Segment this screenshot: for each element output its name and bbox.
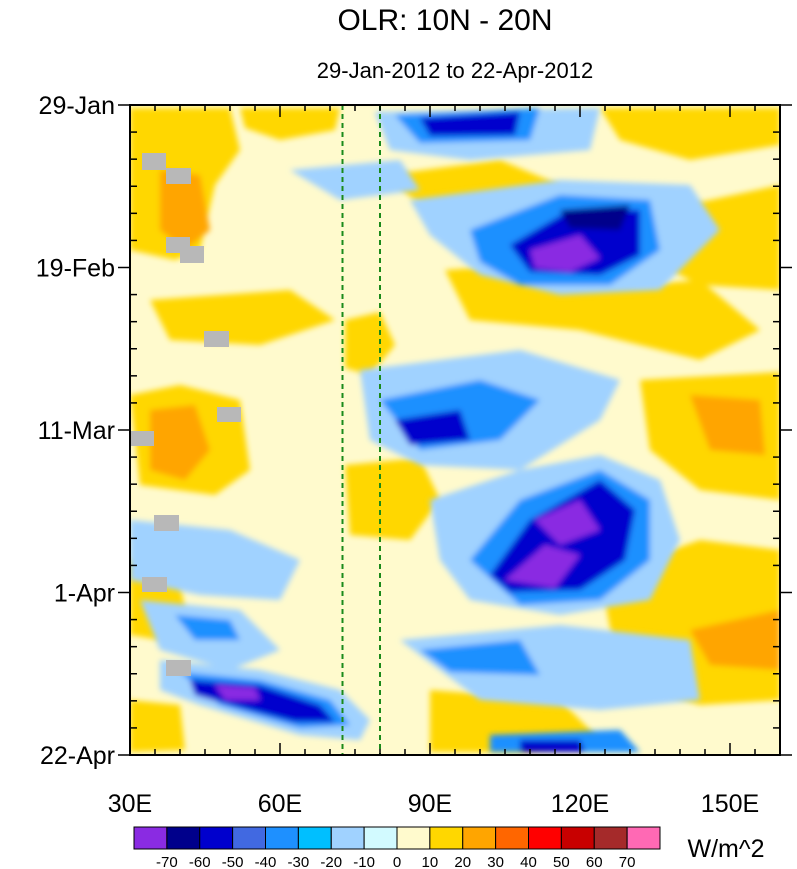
- warm-region: [160, 170, 210, 250]
- colorbar-label: -70: [156, 854, 178, 869]
- colorbar-label: 0: [393, 854, 401, 869]
- colorbar-label: 20: [454, 854, 471, 869]
- colorbar-label: 60: [586, 854, 603, 869]
- negative-anomaly-field: [130, 108, 720, 752]
- missing-data-cell: [142, 577, 167, 592]
- y-axis: 29-Jan 19-Feb 11-Mar 1-Apr 22-Apr: [36, 92, 792, 770]
- convective-region: [505, 545, 580, 588]
- missing-data-cell: [180, 246, 204, 263]
- colorbar-swatch: [133, 826, 168, 850]
- warm-region: [690, 395, 765, 455]
- convective-region: [420, 112, 520, 136]
- y-tick-label: 22-Apr: [40, 742, 115, 770]
- warm-region: [345, 312, 395, 375]
- colorbar-swatch: [462, 826, 497, 850]
- colorbar-swatch: [199, 826, 234, 850]
- y-tick-label: 11-Mar: [38, 417, 115, 445]
- colorbar: -70 -60 -50 -40 -30 -20 -10 0 10 20 30 40 50 60 70: [133, 826, 661, 869]
- convective-region: [130, 520, 300, 600]
- convective-region: [535, 500, 600, 545]
- colorbar-swatch: [528, 826, 562, 850]
- missing-data-cell: [142, 153, 166, 170]
- missing-data-cells: [130, 153, 241, 676]
- x-tick-label: 30E: [108, 790, 152, 818]
- warm-region: [445, 262, 760, 360]
- convective-region: [560, 205, 630, 230]
- colorbar-label: -50: [222, 854, 244, 869]
- colorbar-label: 40: [520, 854, 537, 869]
- colorbar-swatch: [265, 826, 299, 850]
- chart-subtitle: 29-Jan-2012 to 22-Apr-2012: [317, 58, 593, 83]
- colorbar-label: -40: [255, 854, 277, 869]
- warm-region: [130, 700, 185, 752]
- colorbar-swatch: [166, 826, 201, 850]
- missing-data-cell: [204, 331, 229, 347]
- x-tick-label: 60E: [258, 790, 302, 818]
- colorbar-swatch: [330, 826, 365, 850]
- x-axis: 30E 60E 90E 120E 150E: [108, 105, 781, 818]
- colorbar-label: 50: [553, 854, 570, 869]
- warm-region: [150, 405, 210, 480]
- colorbar-label: 70: [619, 854, 636, 869]
- convective-region: [520, 740, 585, 752]
- colorbar-swatch: [396, 826, 431, 850]
- missing-data-cell: [130, 431, 154, 446]
- colorbar-swatch: [495, 826, 529, 850]
- colorbar-swatch: [297, 826, 332, 850]
- missing-data-cell: [166, 168, 191, 184]
- colorbar-swatch: [363, 826, 398, 850]
- plot-area: [130, 105, 780, 755]
- x-tick-label: 150E: [701, 790, 759, 818]
- colorbar-swatch: [560, 826, 595, 850]
- warm-region: [600, 108, 780, 160]
- x-tick-label: 120E: [551, 790, 609, 818]
- colorbar-label: -10: [353, 854, 375, 869]
- colorbar-swatch: [232, 826, 266, 850]
- convective-region: [530, 235, 600, 272]
- reference-lines: [341, 105, 381, 755]
- missing-data-cell: [217, 407, 241, 422]
- colorbar-swatch: [593, 826, 628, 850]
- convective-region: [175, 615, 240, 640]
- colorbar-label: 10: [422, 854, 439, 869]
- convective-region: [290, 160, 420, 200]
- missing-data-cell: [154, 515, 179, 531]
- warm-region: [240, 108, 340, 140]
- colorbar-label: -20: [320, 854, 342, 869]
- warm-region: [690, 610, 780, 670]
- colorbar-swatch: [429, 826, 464, 850]
- warm-region: [150, 290, 335, 345]
- colorbar-units: W/m^2: [687, 835, 764, 863]
- x-tick-label: 90E: [408, 790, 452, 818]
- missing-data-cell: [166, 660, 191, 676]
- y-tick-label: 29-Jan: [39, 92, 115, 120]
- convective-region: [215, 685, 260, 700]
- colorbar-swatch: [626, 826, 661, 850]
- colorbar-label: -30: [288, 854, 310, 869]
- y-tick-label: 19-Feb: [36, 255, 115, 283]
- y-tick-label: 1-Apr: [54, 580, 115, 608]
- chart-title: OLR: 10N - 20N: [337, 4, 552, 37]
- warm-region: [345, 458, 440, 540]
- colorbar-label: 30: [487, 854, 504, 869]
- colorbar-label: -60: [189, 854, 211, 869]
- convective-region: [420, 640, 540, 675]
- convective-region: [395, 410, 470, 445]
